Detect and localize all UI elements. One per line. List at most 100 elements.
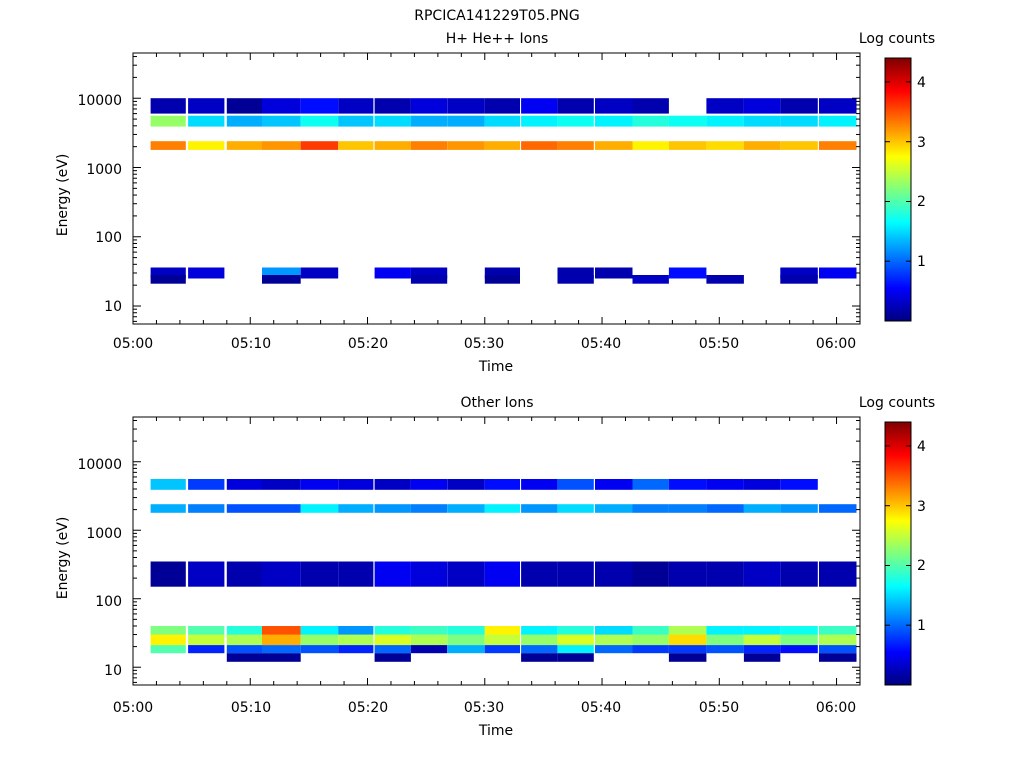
heatmap-cell (743, 561, 781, 587)
panel2-cbtick-1: 1 (917, 618, 926, 634)
heatmap-cell (521, 98, 558, 114)
heatmap-cell (410, 626, 448, 635)
heatmap-cell (780, 626, 818, 635)
panel1-xtick-2: 05:20 (348, 336, 388, 352)
heatmap-cell (819, 115, 857, 127)
heatmap-cell (632, 634, 669, 646)
heatmap-cell (521, 653, 558, 662)
panel1-xtick-0: 05:00 (113, 336, 153, 352)
panel1-ylabel: Energy (eV) (55, 154, 71, 237)
panel1-xtick-3: 05:30 (464, 336, 504, 352)
heatmap-cell (780, 479, 818, 490)
heatmap-cell (484, 634, 520, 646)
heatmap-cell (188, 267, 225, 279)
heatmap-cell (557, 653, 594, 662)
heatmap-cell (521, 634, 558, 646)
panel1-ytick-100: 100 (95, 230, 122, 246)
heatmap-cell (557, 98, 594, 114)
heatmap-cell (188, 626, 225, 635)
heatmap-cell (374, 653, 411, 662)
heatmap-cell (150, 267, 186, 279)
heatmap-cell (410, 634, 448, 646)
heatmap-cell (743, 141, 781, 150)
heatmap-cell (338, 504, 374, 513)
heatmap-cell (188, 645, 225, 654)
panel2-cbtick-2: 2 (917, 558, 926, 574)
heatmap-cell (300, 645, 339, 654)
heatmap-cell (338, 98, 374, 114)
heatmap-cell (150, 634, 186, 646)
panel-h-he-ions: H+ He++ Ions 05:00 05:10 05:20 05:30 05:… (55, 31, 935, 375)
panel2-ytick-1000: 1000 (86, 526, 122, 542)
panel2-colorbar-label: Log counts (859, 395, 935, 411)
heatmap-cell (300, 634, 339, 646)
panel1-xtick-6: 06:00 (816, 336, 856, 352)
heatmap-cell (706, 479, 744, 490)
heatmap-cell (668, 634, 707, 646)
panel1-colorbar-label: Log counts (859, 31, 935, 47)
heatmap-cell (557, 504, 594, 513)
panel1-ytick-10000: 10000 (77, 93, 122, 109)
heatmap-cell (262, 634, 301, 646)
heatmap-cell (521, 504, 558, 513)
heatmap-cell (743, 634, 781, 646)
panel1-cbtick-1: 1 (917, 254, 926, 270)
heatmap-cell (668, 653, 707, 662)
heatmap-cell (780, 645, 818, 654)
heatmap-cell (447, 504, 485, 513)
panel-other-ions: Other Ions 05:00 05:10 05:20 05:30 05:40… (55, 395, 935, 739)
heatmap-cell (300, 561, 339, 587)
heatmap-cell (226, 645, 262, 654)
heatmap-cell (743, 626, 781, 635)
heatmap-cell (150, 275, 186, 284)
heatmap-cell (484, 115, 520, 127)
heatmap-cell (668, 626, 707, 635)
panel2-xlabel: Time (478, 723, 513, 739)
heatmap-cell (521, 645, 558, 654)
heatmap-cell (743, 504, 781, 513)
heatmap-cell (447, 98, 485, 114)
heatmap-cell (595, 141, 633, 150)
heatmap-cell (374, 115, 411, 127)
panel2-title: Other Ions (460, 395, 533, 411)
heatmap-cell (374, 267, 411, 279)
panel1-cbtick-4: 4 (917, 75, 926, 91)
heatmap-cell (706, 141, 744, 150)
heatmap-cell (743, 98, 781, 114)
heatmap-cell (338, 626, 374, 635)
heatmap-cell (150, 561, 186, 587)
heatmap-cell (410, 98, 448, 114)
heatmap-cell (521, 141, 558, 150)
heatmap-cell (338, 634, 374, 646)
heatmap-cell (706, 645, 744, 654)
heatmap-cell (557, 479, 594, 490)
panel2-xtick-1: 05:10 (231, 700, 271, 716)
panel2-cells (150, 479, 857, 662)
heatmap-cell (374, 645, 411, 654)
heatmap-cell (226, 504, 262, 513)
panel2-xtick-4: 05:40 (581, 700, 621, 716)
heatmap-cell (300, 267, 339, 279)
heatmap-cell (447, 634, 485, 646)
heatmap-cell (632, 115, 669, 127)
panel1-colorbar (884, 57, 912, 322)
heatmap-cell (780, 561, 818, 587)
heatmap-cell (521, 561, 558, 587)
heatmap-cell (706, 98, 744, 114)
heatmap-cell (447, 479, 485, 490)
heatmap-cell (484, 267, 520, 279)
heatmap-cell (447, 645, 485, 654)
heatmap-cell (338, 645, 374, 654)
heatmap-cell (300, 98, 339, 114)
heatmap-cell (706, 561, 744, 587)
heatmap-cell (410, 479, 448, 490)
panel1-cbtick-3: 3 (917, 135, 926, 151)
panel2-xtick-2: 05:20 (348, 700, 388, 716)
heatmap-cell (668, 267, 707, 279)
panel1-colorbar-ticks (885, 81, 911, 262)
heatmap-cell (262, 115, 301, 127)
panel2-ytick-10000: 10000 (77, 457, 122, 473)
heatmap-cell (226, 141, 262, 150)
heatmap-cell (819, 504, 857, 513)
heatmap-cell (188, 98, 225, 114)
